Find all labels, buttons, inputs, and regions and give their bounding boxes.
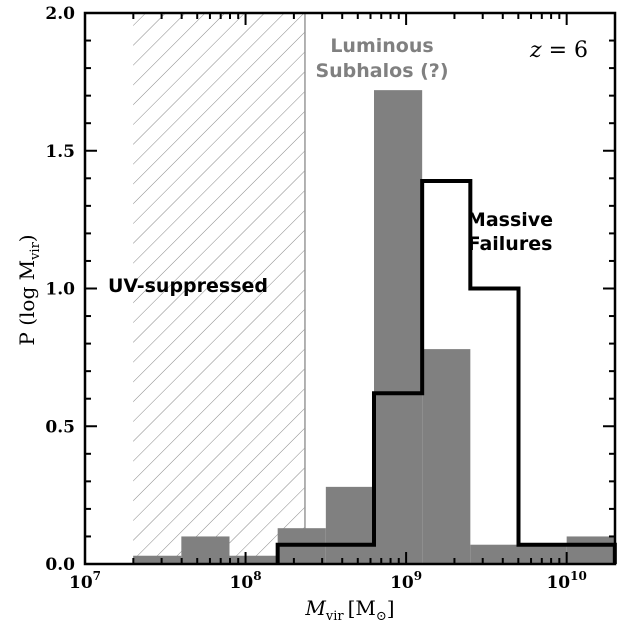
redshift-annotation: z = 6 xyxy=(529,38,588,63)
x-tick-label: 1010 xyxy=(546,569,586,593)
histogram-bar xyxy=(566,536,615,564)
filled-histogram xyxy=(133,90,615,564)
histogram-bar xyxy=(181,536,230,564)
axis-ticks xyxy=(84,12,616,565)
massive-failures-label-line1: Massive xyxy=(467,209,553,231)
histogram-bar xyxy=(325,486,375,564)
histogram-bar xyxy=(422,349,471,564)
step-histogram-line xyxy=(275,179,617,564)
histogram-bar xyxy=(229,555,278,564)
y-tick-label: 0.5 xyxy=(45,417,75,437)
hatch-fill xyxy=(133,13,305,564)
uv-suppressed-label: UV-suppressed xyxy=(108,275,268,297)
tick-labels: 107 108 109 1010 0.0 0.5 1.0 1.5 2.0 xyxy=(45,4,586,593)
uv-suppressed-hatched-region xyxy=(133,13,306,564)
luminous-subhalos-label-line2: Subhalos (?) xyxy=(315,60,448,82)
luminous-subhalos-label-line1: Luminous xyxy=(330,35,433,57)
histogram-bar xyxy=(374,90,423,564)
y-tick-label: 1.5 xyxy=(45,142,75,162)
x-tick-label: 108 xyxy=(230,569,262,593)
y-axis-title: P (log Mvir) xyxy=(15,234,43,345)
histogram-bar xyxy=(133,555,182,564)
y-tick-label: 2.0 xyxy=(45,4,75,24)
step-histogram xyxy=(275,179,617,564)
x-tick-label: 109 xyxy=(390,569,422,593)
y-tick-label: 0.0 xyxy=(45,555,75,575)
y-tick-label: 1.0 xyxy=(45,280,75,300)
x-tick-label: 107 xyxy=(69,569,101,593)
massive-failures-label-line2: Failures xyxy=(468,233,553,255)
x-axis-title: Mvir [M⊙] xyxy=(304,596,394,624)
histogram-bar xyxy=(470,544,519,564)
